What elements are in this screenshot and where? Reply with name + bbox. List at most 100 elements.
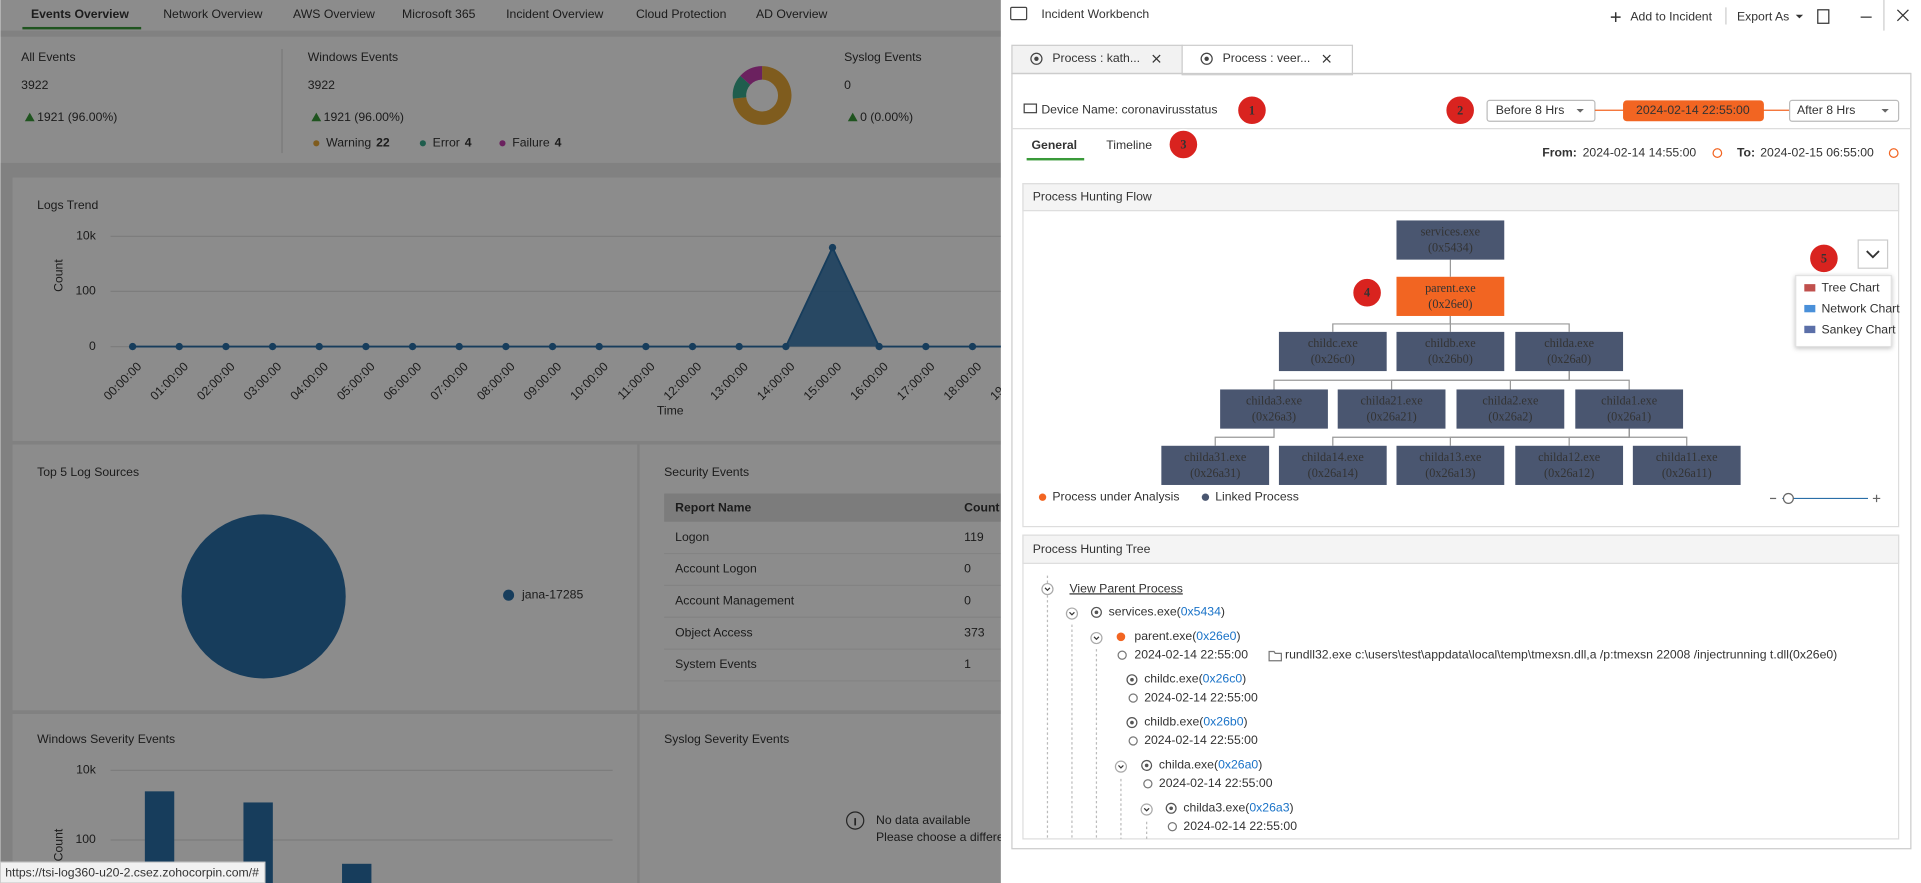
trend-point [782,342,790,351]
process-tab[interactable] [1181,44,1354,76]
tree-time: 2024-02-14 22:55:00 [1134,647,1248,661]
tree-name: services.exe [1109,605,1177,619]
process-node[interactable] [1396,445,1505,485]
card [639,713,1001,883]
dashboard-tab[interactable]: Network Overview [163,7,262,21]
tree-node[interactable]: childa3.exe(0x26a3) [1183,801,1293,815]
process-node[interactable] [1456,389,1565,429]
node-name: childa12.exe [1538,450,1600,464]
legend-dot [503,589,515,601]
dashboard-tab[interactable]: AD Overview [756,7,828,21]
clock-icon [1117,650,1127,660]
node-id: (0x26a0) [1547,352,1591,366]
menu-item[interactable]: Network Chart [1821,301,1900,315]
process-node[interactable] [1278,331,1387,372]
tab-label[interactable]: Process : kath... [1052,51,1140,65]
delta-arrow [311,112,322,122]
node-id: (0x5434) [1428,240,1473,254]
tree-node[interactable]: childb.exe(0x26b0) [1144,715,1247,729]
after-dropdown[interactable] [1789,99,1900,122]
after-label[interactable]: After 8 Hrs [1797,103,1855,117]
close-button[interactable] [1896,9,1909,22]
tree-name: childa3.exe [1183,801,1245,815]
process-node[interactable] [1575,389,1684,429]
zoom-plus[interactable] [1872,494,1881,503]
process-tab[interactable] [1011,44,1183,75]
process-node[interactable] [1396,331,1505,372]
chart-type-button[interactable] [1857,239,1889,269]
dashboard-tab[interactable]: AWS Overview [293,7,375,21]
process-node[interactable] [1396,276,1505,316]
add-button[interactable]: Add to Incident [1630,9,1712,23]
zoom-knob[interactable] [1782,492,1794,504]
table-cell: 1 [964,657,971,671]
tree-toggle[interactable] [1140,803,1153,816]
dashboard-tab[interactable]: Incident Overview [506,7,603,21]
trend-point [222,342,230,351]
process-node[interactable] [1515,445,1624,485]
legend-label: Linked Process [1215,489,1299,503]
menu-icon [1804,325,1816,334]
process-node[interactable] [1161,445,1270,485]
tree-toggle[interactable] [1114,760,1128,773]
card-title: Top 5 Log Sources [37,465,139,479]
process-node[interactable] [1632,445,1741,485]
tree-header [1022,534,1900,564]
section-title: Process Hunting Flow [1033,189,1152,203]
menu-item[interactable]: Tree Chart [1821,281,1880,295]
tree-node[interactable]: parent.exe(0x26e0) [1134,629,1240,643]
process-node[interactable] [1515,331,1624,372]
process-node[interactable] [1337,389,1446,429]
trend-point [875,342,883,351]
caret [1795,14,1804,19]
tree-toggle[interactable] [1090,631,1103,645]
process-node[interactable] [1278,445,1387,485]
table-cell: 0 [964,594,971,608]
dashboard-tab[interactable]: Cloud Protection [636,7,727,21]
tree-node[interactable]: childa.exe(0x26a0) [1159,758,1262,772]
subtab-underline [1026,157,1085,161]
legend-dot [499,140,506,147]
step-badge [1444,94,1476,126]
tree-toggle[interactable] [1065,607,1079,620]
dashboard-tab[interactable]: Microsoft 365 [402,7,476,21]
step-badge-label: 3 [1180,138,1186,152]
trend-point [408,342,417,351]
column-header: Count [964,500,999,514]
tree-id: 0x5434 [1181,605,1221,619]
process-node[interactable] [1220,389,1328,429]
legend-name: Failure [512,136,550,150]
tab-label[interactable]: Process : veer... [1223,51,1311,65]
tree-toggle[interactable] [1041,582,1054,596]
node-id: (0x26a21) [1366,409,1416,423]
step-badge [1351,277,1383,309]
tree-id: 0x26a0 [1218,758,1258,772]
export-button[interactable]: Export As [1737,9,1789,23]
subtab[interactable]: General [1032,138,1078,152]
active-tab-underline [22,26,142,30]
tree-id: 0x26a3 [1249,801,1289,815]
node-name: childb.exe [1425,336,1476,350]
tab-close[interactable] [1322,54,1331,63]
tree-node[interactable]: services.exe(0x5434) [1109,605,1225,619]
dashboard-tab[interactable]: Events Overview [31,7,129,21]
legend-name: Warning [326,136,371,150]
before-label[interactable]: Before 8 Hrs [1496,103,1565,117]
subtab[interactable]: Timeline [1106,138,1152,152]
legend-count: 4 [555,136,562,150]
tab-bar [0,0,1001,31]
to-label: To: [1737,145,1755,159]
process-node[interactable] [1396,220,1505,260]
donut-slice [732,75,751,99]
legend-label: Warning 22 [326,136,390,150]
legend-count: 4 [465,136,472,150]
step-badge [1808,242,1840,275]
tab-close[interactable] [1152,54,1161,63]
legend-dot [419,140,426,147]
parent-link[interactable]: View Parent Process [1069,581,1182,595]
y-axis-label: Count [51,259,65,292]
info-icon-bar [854,818,857,826]
node-id: (0x26a13) [1425,466,1475,480]
menu-item[interactable]: Sankey Chart [1821,322,1896,336]
tree-node[interactable]: childc.exe(0x26c0) [1144,672,1246,686]
